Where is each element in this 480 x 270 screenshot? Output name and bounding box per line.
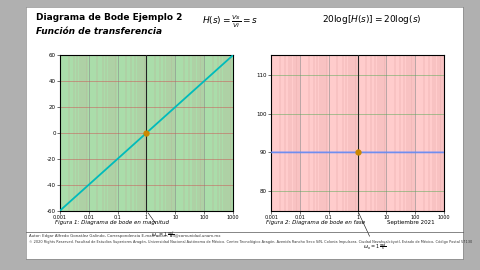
Text: Autor: Edgar Alfredo González Galindo, Correspondencia E-mail: unam  all@comunid: Autor: Edgar Alfredo González Galindo, C… xyxy=(29,234,220,238)
Text: $20\log[H(s)] = 20\log(s)$: $20\log[H(s)] = 20\log(s)$ xyxy=(322,14,421,26)
Text: $H(s) = \frac{Vs}{Vi} = s$: $H(s) = \frac{Vs}{Vi} = s$ xyxy=(202,14,257,30)
Text: $\omega_o = 1\,\frac{rad}{s}$: $\omega_o = 1\,\frac{rad}{s}$ xyxy=(359,213,386,252)
Text: Figura 2: Diagrama de bode en fase: Figura 2: Diagrama de bode en fase xyxy=(266,220,366,225)
Text: Diagrama de Bode Ejemplo 2: Diagrama de Bode Ejemplo 2 xyxy=(36,14,182,22)
Text: © 2020 Rights Reserved. Facultad de Estudios Superiores Aragón, Universidad Naci: © 2020 Rights Reserved. Facultad de Estu… xyxy=(29,240,472,244)
Text: Figura 1: Diagrama de bode en magnitud: Figura 1: Diagrama de bode en magnitud xyxy=(55,220,169,225)
Text: Septiembre 2021: Septiembre 2021 xyxy=(387,220,434,225)
Text: $\omega_o = 1\,\frac{rad}{s}$: $\omega_o = 1\,\frac{rad}{s}$ xyxy=(148,213,175,239)
Text: Función de transferencia: Función de transferencia xyxy=(36,27,162,36)
